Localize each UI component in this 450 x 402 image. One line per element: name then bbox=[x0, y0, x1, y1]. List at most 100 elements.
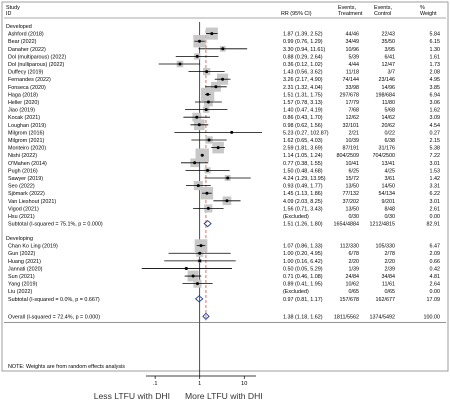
rr-ci-text: 1.51 (1.31, 1.75) bbox=[283, 92, 323, 98]
events-treatment-text: 77/132 bbox=[343, 191, 360, 197]
point-estimate bbox=[214, 85, 218, 89]
study-label: Gun (2022) bbox=[8, 251, 35, 257]
events-control-text: 3/7 bbox=[388, 70, 396, 76]
rr-ci-text: 0.71 (0.46, 1.08) bbox=[283, 274, 323, 280]
weights-note: NOTE: Weights are from random effects an… bbox=[8, 364, 125, 370]
point-estimate bbox=[206, 206, 210, 210]
rr-ci-text: 0.99 (0.76, 1.29) bbox=[283, 39, 323, 45]
events-control-text: 2/39 bbox=[385, 266, 396, 272]
events-control-text: 8/48 bbox=[385, 206, 396, 212]
rr-ci-text: 4.24 (1.29, 13.95) bbox=[283, 176, 326, 182]
weight-text: 0.42 bbox=[430, 266, 441, 272]
overall-events-control: 1374/5492 bbox=[370, 314, 395, 320]
events-treatment-text: 6/25 bbox=[349, 168, 360, 174]
events-treatment-text: 5/39 bbox=[349, 54, 360, 60]
events-treatment-text: 804/2509 bbox=[337, 153, 359, 159]
rr-ci-text: 0.50 (0.05, 5.29) bbox=[283, 266, 323, 272]
weight-text: 1.61 bbox=[430, 54, 441, 60]
events-control-text: 3/61 bbox=[385, 176, 396, 182]
events-treatment-text: 11/18 bbox=[346, 70, 359, 76]
subtotal-events-treatment: 157/678 bbox=[340, 297, 360, 303]
axis-tick-label: .1 bbox=[153, 381, 158, 387]
study-label: Pugh (2016) bbox=[8, 168, 38, 174]
weight-text: 2.08 bbox=[430, 70, 441, 76]
weight-text: 2.61 bbox=[430, 206, 441, 212]
weight-text: 7.22 bbox=[430, 153, 441, 159]
point-estimate bbox=[197, 123, 201, 127]
events-control-text: 11/80 bbox=[382, 100, 395, 106]
point-estimate bbox=[184, 266, 188, 270]
point-estimate bbox=[205, 70, 209, 74]
rr-ci-text: 2.31 (1.32, 4.04) bbox=[283, 85, 323, 91]
study-label: Milgrom (2021) bbox=[8, 138, 44, 144]
study-label: Dol (multiparous) (2022) bbox=[8, 54, 66, 60]
point-estimate bbox=[205, 191, 209, 195]
forest-rows: Developed Ashford (2018) 1.87 (1.39, 2.52)… bbox=[4, 24, 446, 323]
rr-ci-text: (Excluded) bbox=[283, 214, 309, 220]
events-treatment-text: 0/65 bbox=[349, 289, 360, 295]
study-label: Kocak (2021) bbox=[8, 115, 40, 121]
events-treatment-text: 10/41 bbox=[346, 161, 360, 167]
weight-text: 4.95 bbox=[430, 77, 441, 83]
events-control-text: 34/84 bbox=[382, 274, 396, 280]
study-label: Milgrom (2016) bbox=[8, 130, 44, 136]
group-label: Developing bbox=[6, 236, 33, 242]
events-treatment-text: 7/68 bbox=[349, 108, 360, 114]
events-control-text: 3/95 bbox=[385, 47, 396, 53]
weight-text: 2.15 bbox=[430, 138, 441, 144]
group-label: Developed bbox=[6, 24, 32, 30]
weight-text: 2.64 bbox=[430, 282, 441, 288]
events-control-text: 0/30 bbox=[385, 214, 396, 220]
point-estimate bbox=[207, 138, 211, 142]
events-treatment-text: 74/144 bbox=[343, 77, 360, 83]
events-treatment-text: 32/101 bbox=[343, 123, 360, 129]
study-label: Hsu (2021) bbox=[8, 214, 35, 220]
weight-text: 6.47 bbox=[430, 244, 441, 250]
point-estimate bbox=[191, 274, 195, 278]
weight-text: 3.85 bbox=[430, 85, 441, 91]
events-control-text: 23/146 bbox=[379, 77, 396, 83]
rr-ci-text: 3.26 (2.17, 4.90) bbox=[283, 77, 323, 83]
rr-ci-text: 0.77 (0.38, 1.55) bbox=[283, 161, 323, 167]
rr-ci-text: 0.88 (0.29, 2.64) bbox=[283, 54, 323, 60]
study-label: Yang (2019) bbox=[8, 282, 37, 288]
events-treatment-text: 2/20 bbox=[349, 259, 360, 265]
events-control-text: 6/38 bbox=[385, 138, 396, 144]
rr-ci-text: 0.89 (0.41, 1.95) bbox=[283, 282, 323, 288]
rr-ci-text: 1.07 (0.86, 1.33) bbox=[283, 244, 323, 250]
events-control-text: 14/50 bbox=[382, 184, 396, 190]
events-control-text: 2/20 bbox=[385, 259, 396, 265]
study-label: Huang (2021) bbox=[8, 259, 41, 265]
weight-text: 3.01 bbox=[430, 161, 441, 167]
study-label: Liu (2022) bbox=[8, 289, 32, 295]
events-control-text: 4/25 bbox=[385, 168, 396, 174]
axis-tick-label: 10 bbox=[241, 381, 247, 387]
weight-text: 6.22 bbox=[430, 191, 441, 197]
rr-ci-text: 2.59 (1.81, 3.69) bbox=[283, 146, 323, 152]
point-estimate bbox=[221, 47, 225, 51]
events-treatment-text: 297/678 bbox=[340, 92, 360, 98]
weight-text: 4.81 bbox=[430, 274, 441, 280]
study-label: Sawyer (2019) bbox=[8, 176, 43, 182]
study-label: Nishi (2022) bbox=[8, 153, 37, 159]
subtotal-weight: 82.91 bbox=[427, 222, 441, 228]
plot-frame bbox=[1, 1, 449, 372]
events-treatment-text: 2/21 bbox=[349, 130, 360, 136]
events-treatment-text: 13/50 bbox=[346, 206, 360, 212]
events-control-text: 31/176 bbox=[379, 146, 396, 152]
point-estimate bbox=[216, 146, 220, 150]
study-label: Haga (2018) bbox=[8, 92, 38, 98]
study-label: Van Lieshout (2021) bbox=[8, 199, 56, 205]
overall-label: Overall (I-squared = 72.4%, p = 0.000) bbox=[8, 314, 100, 320]
study-label: Ashford (2018) bbox=[8, 32, 44, 38]
weight-text: 0.00 bbox=[430, 289, 441, 295]
point-estimate bbox=[230, 130, 234, 134]
rr-ci-text: 1.14 (1.05, 1.24) bbox=[283, 153, 323, 159]
rr-ci-text: 1.45 (1.13, 1.86) bbox=[283, 191, 323, 197]
study-label: Sun (2021) bbox=[8, 274, 35, 280]
weight-text: 1.62 bbox=[430, 108, 441, 114]
point-estimate bbox=[225, 199, 229, 203]
rr-ci-text: 1.00 (0.20, 4.95) bbox=[283, 251, 323, 257]
events-control-text: 6/41 bbox=[385, 54, 396, 60]
